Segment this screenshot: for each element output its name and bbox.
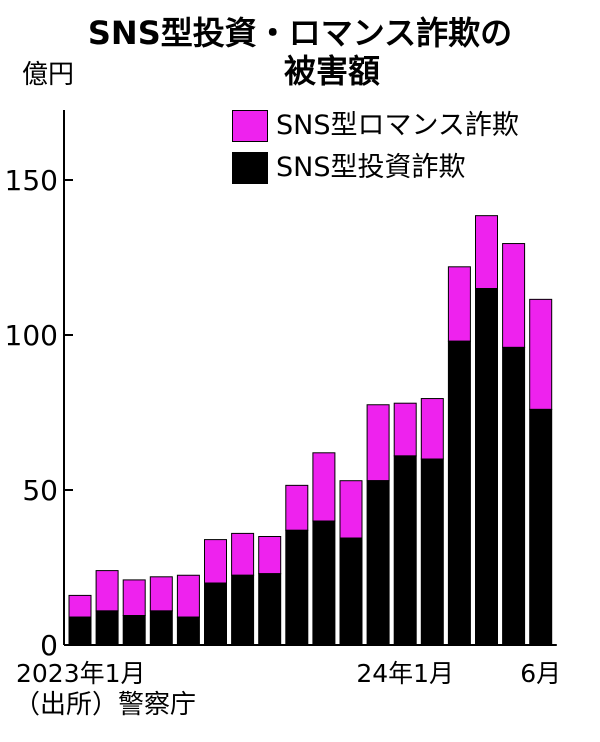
bar-investment-2023-06	[204, 582, 227, 646]
x-tick-label-2023-01: 2023年1月	[16, 659, 146, 688]
bar-romance-2024-05	[502, 243, 526, 348]
legend-item-investment: SNS型投資詐欺	[232, 150, 519, 186]
bar-romance-2023-09	[285, 484, 309, 531]
legend-swatch-investment	[232, 152, 268, 184]
bar-romance-2024-02	[420, 398, 444, 460]
bar-investment-2024-04	[475, 288, 498, 646]
chart-title-line-1: SNS型投資・ロマンス詐欺の	[87, 14, 513, 52]
bar-investment-2023-04	[149, 610, 173, 646]
bar-investment-2023-12	[366, 480, 390, 646]
bar-romance-2024-04	[475, 215, 498, 289]
y-tick-label-150: 150	[5, 164, 58, 197]
bar-investment-2024-05	[502, 346, 526, 646]
bar-romance-2024-06	[529, 298, 553, 410]
legend: SNS型ロマンス詐欺 SNS型投資詐欺	[232, 108, 519, 192]
bar-investment-2024-06	[529, 408, 553, 646]
bar-romance-2023-11	[339, 480, 363, 539]
chart-title-line-2: 被害額	[283, 52, 380, 90]
bar-romance-2023-04	[149, 576, 173, 612]
bar-romance-2023-03	[122, 579, 146, 617]
y-tick-label-100: 100	[5, 319, 58, 352]
bar-investment-2023-02	[95, 610, 119, 646]
bar-romance-2024-01	[393, 402, 417, 457]
bar-romance-2023-01	[68, 594, 92, 618]
bar-romance-2023-10	[312, 452, 336, 522]
bar-investment-2023-01	[68, 616, 92, 646]
bar-romance-2023-12	[366, 404, 390, 482]
x-tick-label-2024-01: 24年1月	[356, 659, 454, 688]
bar-investment-2023-07	[231, 574, 255, 646]
y-axis-unit-label: 億円	[22, 60, 75, 90]
bar-investment-2023-11	[339, 537, 363, 646]
bar-investment-2023-05	[176, 616, 200, 646]
bar-investment-2023-10	[312, 520, 336, 646]
bar-romance-2023-06	[204, 539, 227, 584]
bar-investment-2024-03	[447, 340, 471, 646]
source-note: （出所）警察庁	[14, 690, 197, 720]
bar-investment-2024-01	[393, 455, 417, 646]
legend-swatch-romance	[232, 110, 268, 142]
bar-romance-2023-05	[176, 574, 200, 618]
legend-label-investment: SNS型投資詐欺	[276, 152, 466, 183]
y-tick-label-0: 0	[40, 629, 58, 662]
bar-romance-2023-07	[231, 532, 255, 576]
y-tick-label-50: 50	[22, 474, 58, 507]
bar-investment-2023-03	[122, 615, 146, 646]
bar-investment-2024-02	[420, 458, 444, 646]
bar-romance-2023-08	[258, 536, 282, 575]
stacked-bar-chart: 0 50 100 150 2023年1月 24年1月 6月	[5, 110, 561, 688]
bar-romance-2023-02	[95, 570, 119, 612]
x-tick-label-2024-06: 6月	[520, 659, 561, 688]
legend-label-romance: SNS型ロマンス詐欺	[276, 110, 519, 141]
bar-investment-2023-08	[258, 573, 282, 646]
legend-item-romance: SNS型ロマンス詐欺	[232, 108, 519, 144]
bar-investment-2023-09	[285, 529, 309, 646]
bar-romance-2024-03	[447, 266, 471, 342]
